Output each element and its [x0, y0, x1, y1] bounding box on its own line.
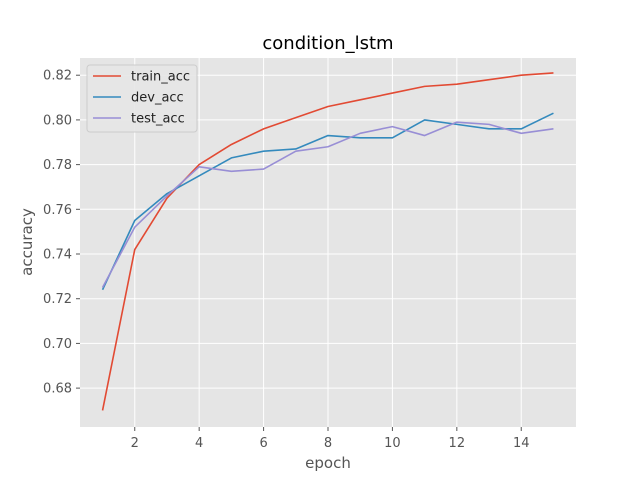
series-layer [101, 72, 554, 411]
x-tick-label: 8 [324, 436, 332, 451]
y-tick-label: 0.74 [43, 248, 72, 263]
x-tick-label: 4 [195, 436, 203, 451]
x-tick-label: 2 [131, 436, 139, 451]
series-line-dev-acc [101, 112, 554, 291]
x-tick-label: 12 [449, 436, 466, 451]
x-axis-label: epoch [305, 454, 351, 472]
chart-title: condition_lstm [262, 33, 393, 54]
y-tick-label: 0.72 [43, 292, 72, 307]
legend: train_acc dev_acc test_acc [86, 64, 198, 133]
legend-label-test-acc: test_acc [131, 112, 185, 127]
y-tick-label: 0.70 [43, 337, 72, 352]
grid-lines [80, 58, 576, 427]
x-axis-ticks: 2 4 6 8 10 12 14 [131, 427, 530, 451]
y-tick-label: 0.78 [43, 158, 72, 173]
legend-label-train-acc: train_acc [131, 70, 190, 85]
y-tick-label: 0.82 [43, 69, 72, 84]
y-axis-ticks: 0.68 0.70 0.72 0.74 0.76 0.78 0.80 0.82 [43, 69, 80, 397]
legend-box [86, 64, 198, 133]
y-tick-label: 0.80 [43, 113, 72, 128]
x-tick-label: 10 [384, 436, 401, 451]
x-tick-label: 14 [513, 436, 530, 451]
y-tick-label: 0.76 [43, 203, 72, 218]
y-tick-label: 0.68 [43, 382, 72, 397]
legend-label-dev-acc: dev_acc [131, 91, 184, 106]
series-line-test-acc [101, 121, 554, 288]
x-tick-label: 6 [259, 436, 267, 451]
y-axis-label: accuracy [18, 208, 36, 276]
